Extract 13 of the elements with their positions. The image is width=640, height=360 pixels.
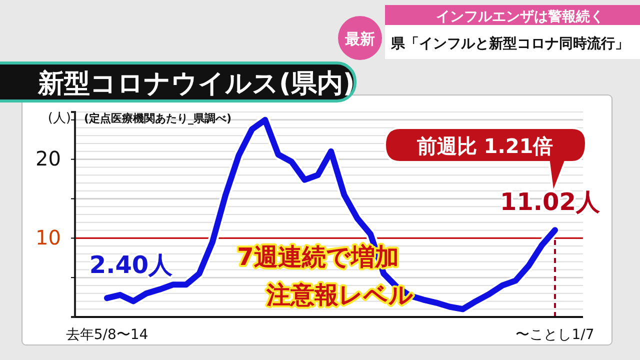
chart-title: 新型コロナウイルス(県内)	[37, 69, 355, 99]
annotation: 2.40人	[89, 251, 174, 280]
x-tick-label: 〜ことし1/7	[516, 326, 594, 343]
annotation: 11.02人	[500, 188, 601, 216]
y-tick-label: 20	[36, 146, 61, 171]
y-tick-label: 10	[36, 226, 61, 250]
annotation: (定点医療機関あたり_県調べ)	[84, 112, 232, 125]
text: 県「インフルと新型コロナ同時流行」	[390, 35, 629, 52]
text: 最新	[344, 30, 375, 48]
x-tick-label: 去年5/8〜14	[66, 326, 148, 343]
annotation: 前週比 1.21倍	[416, 134, 554, 158]
y-axis-title: (人)	[48, 111, 71, 126]
text: インフルエンザは警報続く	[436, 9, 604, 25]
